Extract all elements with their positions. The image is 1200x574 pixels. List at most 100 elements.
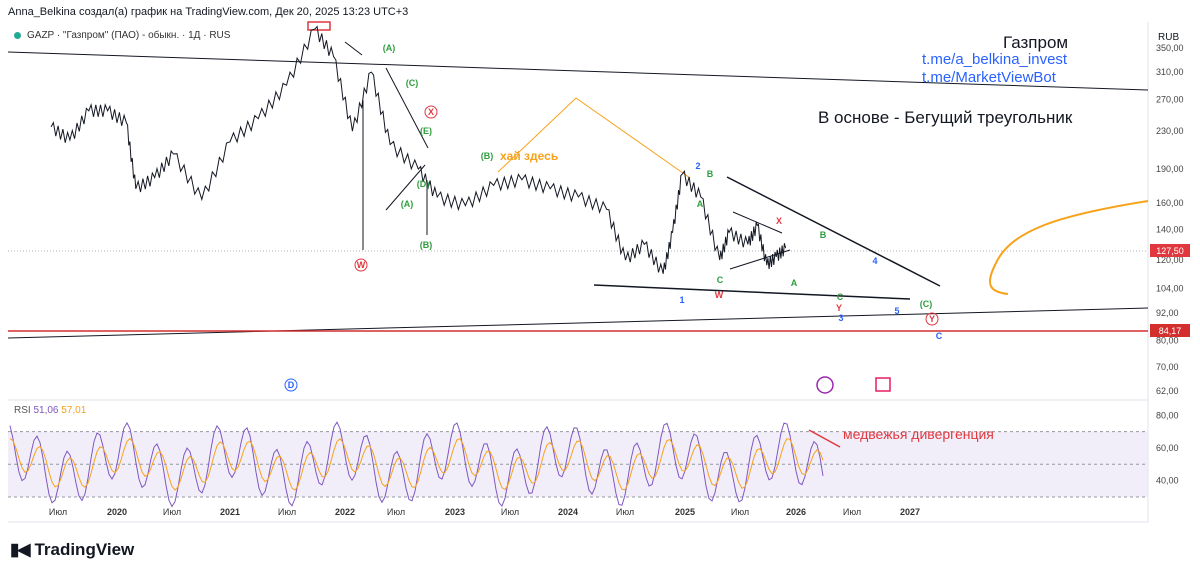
last-price-tag	[1150, 244, 1190, 257]
time-tick-label: 2023	[445, 507, 465, 517]
time-tick-label: 2025	[675, 507, 695, 517]
event-flash-icon	[816, 376, 834, 394]
price-line	[50, 25, 787, 274]
price-tick-label: 140,00	[1156, 225, 1184, 235]
price-tick-label: 310,00	[1156, 67, 1184, 77]
annotation-note: В основе - Бегущий треугольник	[818, 108, 1073, 127]
wave-label: Y	[929, 314, 935, 324]
price-tick-label: 270,00	[1156, 94, 1184, 104]
wave-label: X	[776, 216, 782, 226]
price-series	[50, 25, 787, 274]
level-price-tag	[1150, 324, 1190, 337]
time-tick-label: Июл	[731, 507, 749, 517]
price-tick-label: 190,00	[1156, 164, 1184, 174]
peak-marker	[307, 21, 331, 31]
wave-label: (C)	[406, 78, 419, 88]
rsi-ma-line	[9, 437, 824, 491]
wave-label: C	[837, 292, 844, 302]
orange-projection	[988, 200, 1149, 295]
wave-circle	[354, 258, 368, 272]
rsi-background: 80,00 60,00 40,00	[8, 410, 1179, 498]
rsi-series	[9, 421, 824, 508]
wave-label: (A)	[401, 199, 414, 209]
time-tick-label: 2026	[786, 507, 806, 517]
orange-path	[497, 97, 691, 179]
time-tick-label: Июл	[387, 507, 405, 517]
wedge-line	[385, 164, 426, 211]
wave-label: 1	[679, 295, 684, 305]
wave-label: (A)	[383, 43, 396, 53]
annotation-link2: t.me/MarketViewBot	[922, 69, 1057, 86]
annotation-title: Газпром	[1003, 33, 1068, 52]
wave-circle	[284, 378, 298, 392]
annotation-hi: хай здесь	[500, 149, 558, 163]
symbol-legend: GAZP · "Газпром" (ПАО) - обыкн. · 1Д · R…	[14, 30, 230, 41]
wedge-line	[385, 67, 429, 149]
price-tick-label: 92,00	[1156, 308, 1179, 318]
last-price-tag-text: 127,50	[1156, 246, 1184, 256]
overlay-text: Газпромt.me/a_belkina_investt.me/MarketV…	[500, 33, 1190, 442]
tradingview-logo[interactable]: ▮◀ TradingView	[10, 540, 134, 560]
wave-label: B	[820, 230, 827, 240]
wave-label: (D)	[417, 179, 430, 189]
symbol-label[interactable]: GAZP · "Газпром" (ПАО) - обыкн. · 1Д · R…	[27, 30, 231, 41]
inner-trendline	[732, 211, 783, 234]
wave-labels: (A)(C)X(E)(D)(B)(A)W(B)2BACW1XBA4CY35(C)…	[284, 43, 943, 394]
price-tick-label: 80,00	[1156, 335, 1179, 345]
annotation-divergence: медвежья дивергенция	[843, 426, 994, 442]
wave-label: 2	[695, 161, 700, 171]
wave-label: C	[717, 275, 724, 285]
wedge-line	[344, 41, 363, 56]
wave-circle	[925, 312, 939, 326]
time-axis[interactable]: Июл 2020 Июл 2021 Июл 2022 Июл 2023 Июл 2024 Июл 20…	[49, 507, 920, 517]
triangle-upper-line	[726, 176, 941, 287]
price-tick-label: 62,00	[1156, 386, 1179, 396]
price-axis[interactable]: 350,00 310,00 270,00 230,00 190,00 160,00 140,…	[1156, 32, 1184, 396]
wave-label: A	[697, 199, 704, 209]
tv-mark-icon: ▮◀	[10, 540, 30, 559]
time-tick-label: 2021	[220, 507, 240, 517]
long-trendline-upper	[7, 51, 1149, 91]
wave-label: 5	[894, 306, 899, 316]
wave-label: B	[707, 169, 714, 179]
divergence-line	[808, 429, 841, 448]
event-earnings-icon	[875, 377, 891, 392]
logo-text: TradingView	[34, 540, 135, 559]
rsi-tick-label: 60,00	[1156, 443, 1179, 453]
status-dot-icon	[14, 32, 21, 39]
triangle-lower-line	[593, 284, 911, 300]
rsi-legend[interactable]: RSI 51,06 57,01	[14, 405, 86, 416]
rsi-line	[9, 421, 824, 508]
time-tick-label: Июл	[843, 507, 861, 517]
trendlines	[7, 21, 1149, 448]
wave-label: W	[715, 290, 724, 300]
wave-label: X	[428, 107, 434, 117]
long-trendline-lower	[7, 307, 1149, 339]
time-tick-label: Июл	[49, 507, 67, 517]
rsi-value: 51,06	[33, 405, 59, 416]
time-tick-label: 2022	[335, 507, 355, 517]
time-tick-label: Июл	[616, 507, 634, 517]
wave-label: (B)	[420, 240, 433, 250]
price-tick-label: 104,00	[1156, 283, 1184, 293]
wave-label: (C)	[920, 299, 933, 309]
rsi-tick-label: 80,00	[1156, 410, 1179, 420]
rsi-label: RSI	[14, 405, 31, 416]
wave-circle	[424, 105, 438, 119]
price-tick-label: 350,00	[1156, 43, 1184, 53]
price-tick-label: 120,00	[1156, 255, 1184, 265]
wave-label: W	[357, 260, 366, 270]
wave-label: 3	[838, 313, 843, 323]
currency-label: RUB	[1158, 32, 1179, 43]
time-tick-label: Июл	[278, 507, 296, 517]
wave-label: C	[936, 331, 943, 341]
wave-label: D	[288, 380, 295, 390]
wave-label: (E)	[420, 126, 432, 136]
price-tick-label: 160,00	[1156, 198, 1184, 208]
level-price-tag-text: 84,17	[1159, 326, 1182, 336]
wave-label: 4	[872, 256, 877, 266]
price-tick-label: 70,00	[1156, 362, 1179, 372]
wave-label: (B)	[481, 151, 494, 161]
time-tick-label: 2020	[107, 507, 127, 517]
